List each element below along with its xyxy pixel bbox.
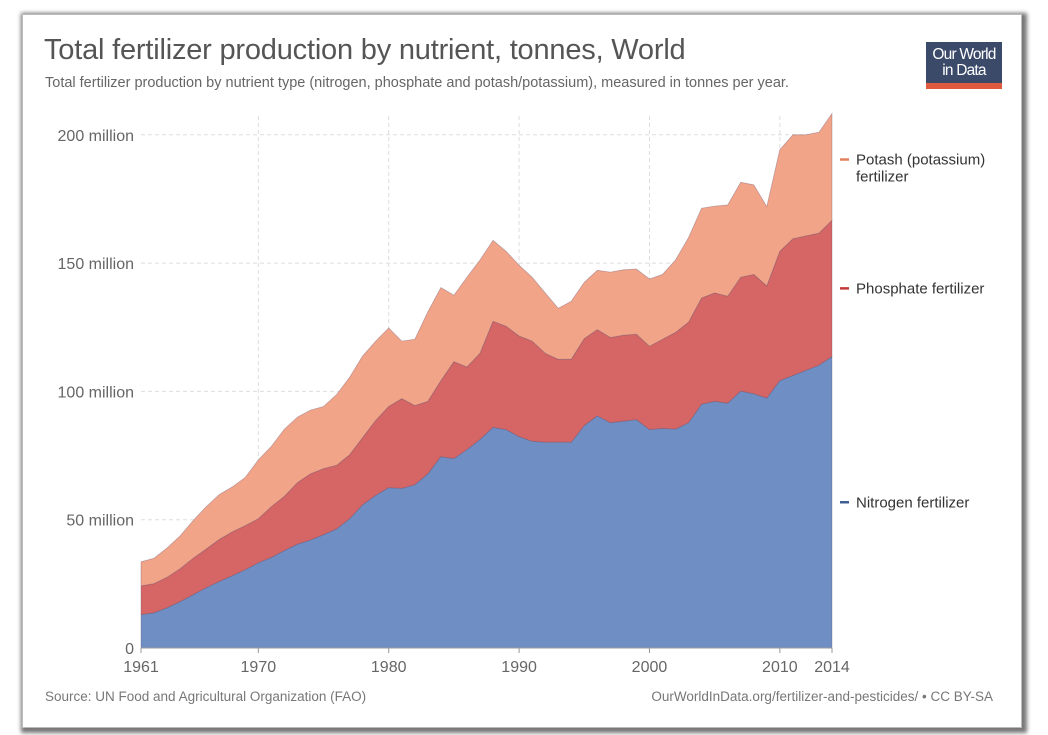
area-potash <box>140 112 833 587</box>
y-tick-label: 100 million <box>58 384 134 401</box>
x-tick-label: 2014 <box>814 659 850 676</box>
legend-label-potash: fertilizer <box>856 169 909 186</box>
x-tick-label: 1961 <box>123 659 159 676</box>
y-tick-label: 150 million <box>58 256 134 273</box>
chart-subtitle: Total fertilizer production by nutrient … <box>45 75 789 91</box>
logo-line-2: in Data <box>942 62 986 79</box>
y-tick-label: 200 million <box>58 128 134 145</box>
logo-line-1: Our World <box>932 46 996 63</box>
legend-label-nitrogen: Nitrogen fertilizer <box>856 494 969 511</box>
logo-bar <box>926 83 1002 89</box>
source-note: Source: UN Food and Agricultural Organiz… <box>45 689 367 704</box>
x-tick-label: 2000 <box>632 659 668 676</box>
legend-label-potash: Potash (potassium) <box>856 152 985 169</box>
x-tick-label: 1990 <box>501 659 537 676</box>
owid-logo[interactable]: Our World in Data <box>926 42 1002 89</box>
x-tick-label: 1980 <box>371 659 407 676</box>
source-url-link[interactable]: OurWorldInData.org/fertilizer-and-pestic… <box>651 689 993 704</box>
chart-title: Total fertilizer production by nutrient,… <box>44 34 686 66</box>
y-tick-label: 0 <box>125 641 134 658</box>
x-tick-label: 2010 <box>762 659 798 676</box>
y-tick-label: 50 million <box>66 513 134 530</box>
x-tick-label: 1970 <box>241 659 277 676</box>
legend-label-phosphate: Phosphate fertilizer <box>856 280 984 297</box>
